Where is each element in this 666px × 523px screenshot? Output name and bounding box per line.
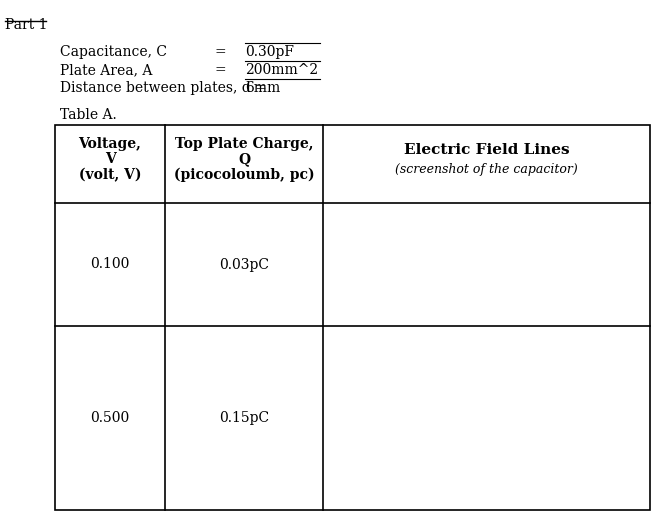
Text: Voltage,: Voltage, xyxy=(79,137,141,151)
Bar xyxy=(55,125,650,510)
Text: Plate Area, A: Plate Area, A xyxy=(60,63,153,77)
Text: V: V xyxy=(105,152,115,166)
Text: 0.100: 0.100 xyxy=(91,257,130,271)
Text: Capacitance, C: Capacitance, C xyxy=(60,45,167,59)
Text: (picocoloumb, pc): (picocoloumb, pc) xyxy=(174,168,314,183)
Text: 0.03pC: 0.03pC xyxy=(219,257,269,271)
Text: 0.30pF: 0.30pF xyxy=(245,45,294,59)
Text: 6mm: 6mm xyxy=(245,81,280,95)
Text: Part 1: Part 1 xyxy=(5,18,47,32)
Text: Q: Q xyxy=(238,152,250,166)
Text: (volt, V): (volt, V) xyxy=(79,168,141,182)
Text: 0.15pC: 0.15pC xyxy=(219,411,269,425)
Text: (screenshot of the capacitor): (screenshot of the capacitor) xyxy=(395,163,578,176)
Text: Distance between plates, d =: Distance between plates, d = xyxy=(60,81,267,95)
Text: =: = xyxy=(215,45,226,59)
Text: 200mm^2: 200mm^2 xyxy=(245,63,318,77)
Text: Table A.: Table A. xyxy=(60,108,117,122)
Text: 0.500: 0.500 xyxy=(91,411,130,425)
Text: Electric Field Lines: Electric Field Lines xyxy=(404,143,569,157)
Text: Top Plate Charge,: Top Plate Charge, xyxy=(174,137,313,151)
Text: =: = xyxy=(215,63,226,77)
